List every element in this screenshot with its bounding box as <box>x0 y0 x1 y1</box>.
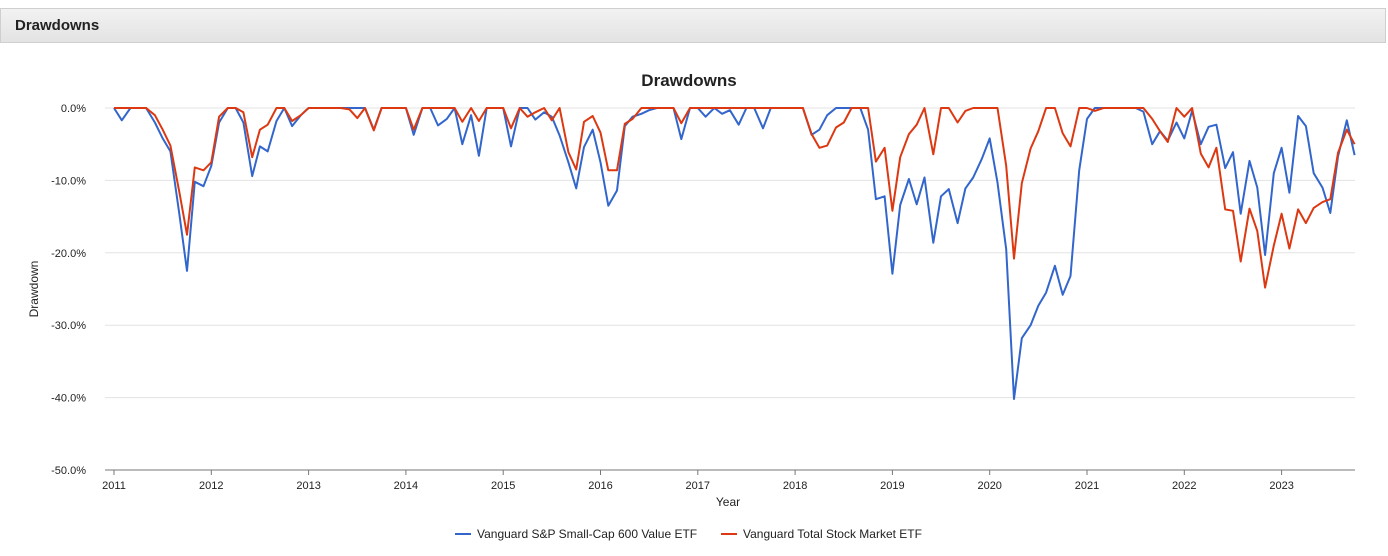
panel-header: Drawdowns <box>0 8 1386 43</box>
series-line-2 <box>114 107 1356 289</box>
legend: Vanguard S&P Small-Cap 600 Value ETF Vang… <box>455 527 922 541</box>
chart-title: Drawdowns <box>641 71 736 90</box>
y-axis-ticks: 0.0% -10.0% -20.0% -30.0% -40.0% -50.0% <box>51 103 86 477</box>
x-tick-label: 2023 <box>1269 480 1293 492</box>
x-tick-label: 2022 <box>1172 480 1196 492</box>
x-axis-label: Year <box>716 495 740 509</box>
y-tick-label: -30.0% <box>51 320 86 332</box>
x-tick-label: 2013 <box>296 480 320 492</box>
x-tick-label: 2018 <box>783 480 807 492</box>
panel-title: Drawdowns <box>15 17 100 34</box>
x-tick-label: 2021 <box>1075 480 1099 492</box>
x-tick-label: 2014 <box>394 480 418 492</box>
x-tick-label: 2016 <box>588 480 612 492</box>
x-tick-label: 2015 <box>491 480 515 492</box>
x-axis-ticks: 2011 2012 2013 2014 2015 2016 2017 2018 2019 2020… <box>102 470 1294 492</box>
y-tick-label: 0.0% <box>61 103 86 115</box>
legend-label: Vanguard Total Stock Market ETF <box>743 527 922 541</box>
y-tick-label: -20.0% <box>51 248 86 260</box>
legend-label: Vanguard S&P Small-Cap 600 Value ETF <box>477 527 697 541</box>
grid <box>105 107 1355 471</box>
y-tick-label: -40.0% <box>51 393 86 405</box>
x-tick-label: 2011 <box>102 480 126 492</box>
y-axis-label: Drawdown <box>27 261 41 318</box>
series-group <box>113 107 1356 400</box>
series-line-1 <box>113 107 1356 400</box>
x-tick-label: 2017 <box>686 480 710 492</box>
x-tick-label: 2019 <box>880 480 904 492</box>
x-tick-label: 2020 <box>977 480 1001 492</box>
y-tick-label: -50.0% <box>51 465 86 477</box>
y-tick-label: -10.0% <box>51 175 86 187</box>
x-tick-label: 2012 <box>199 480 223 492</box>
